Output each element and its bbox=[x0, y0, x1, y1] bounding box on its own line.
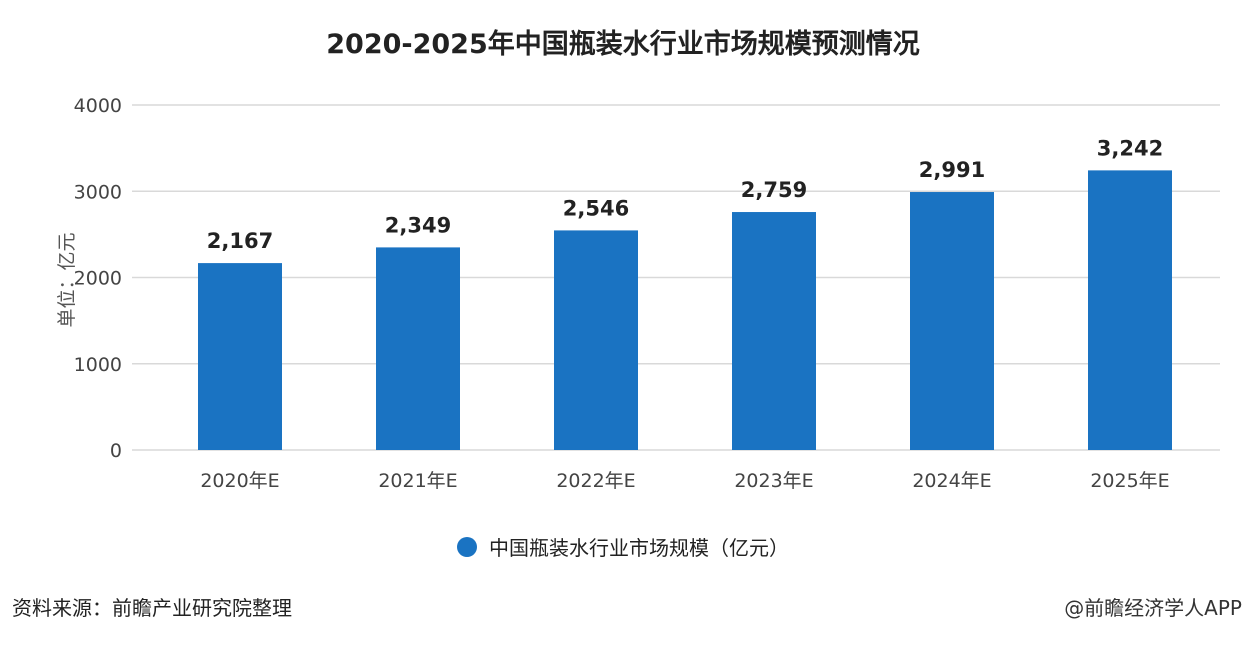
x-tick-label: 2020年E bbox=[200, 470, 279, 492]
data-label: 2,349 bbox=[385, 213, 451, 237]
bar bbox=[1088, 170, 1172, 450]
x-tick-label: 2023年E bbox=[734, 470, 813, 492]
legend-swatch bbox=[457, 536, 477, 557]
source-note: 资料来源：前瞻产业研究院整理 bbox=[12, 596, 292, 620]
bar bbox=[376, 247, 460, 450]
x-tick-label: 2024年E bbox=[912, 470, 991, 492]
credit-note: @前瞻经济学人APP bbox=[1064, 596, 1242, 620]
data-label: 2,991 bbox=[919, 158, 985, 182]
data-label: 3,242 bbox=[1097, 136, 1163, 160]
data-label: 2,759 bbox=[741, 178, 807, 202]
y-tick-label: 4000 bbox=[74, 95, 122, 117]
x-tick-label: 2025年E bbox=[1090, 470, 1169, 492]
y-tick-label: 3000 bbox=[74, 181, 122, 203]
data-label: 2,167 bbox=[207, 229, 273, 253]
bar bbox=[910, 192, 994, 450]
y-tick-label: 1000 bbox=[74, 354, 122, 376]
y-tick-label: 0 bbox=[110, 440, 122, 462]
bar bbox=[554, 230, 638, 450]
bar bbox=[732, 212, 816, 450]
data-label: 2,546 bbox=[563, 196, 629, 220]
bar bbox=[198, 263, 282, 450]
legend-label: 中国瓶装水行业市场规模（亿元） bbox=[489, 536, 789, 560]
x-tick-label: 2022年E bbox=[556, 470, 635, 492]
legend: 中国瓶装水行业市场规模（亿元） bbox=[0, 532, 1246, 561]
x-tick-label: 2021年E bbox=[378, 470, 457, 492]
chart-title: 2020-2025年中国瓶装水行业市场规模预测情况 bbox=[326, 29, 920, 60]
y-tick-label: 2000 bbox=[74, 268, 122, 290]
